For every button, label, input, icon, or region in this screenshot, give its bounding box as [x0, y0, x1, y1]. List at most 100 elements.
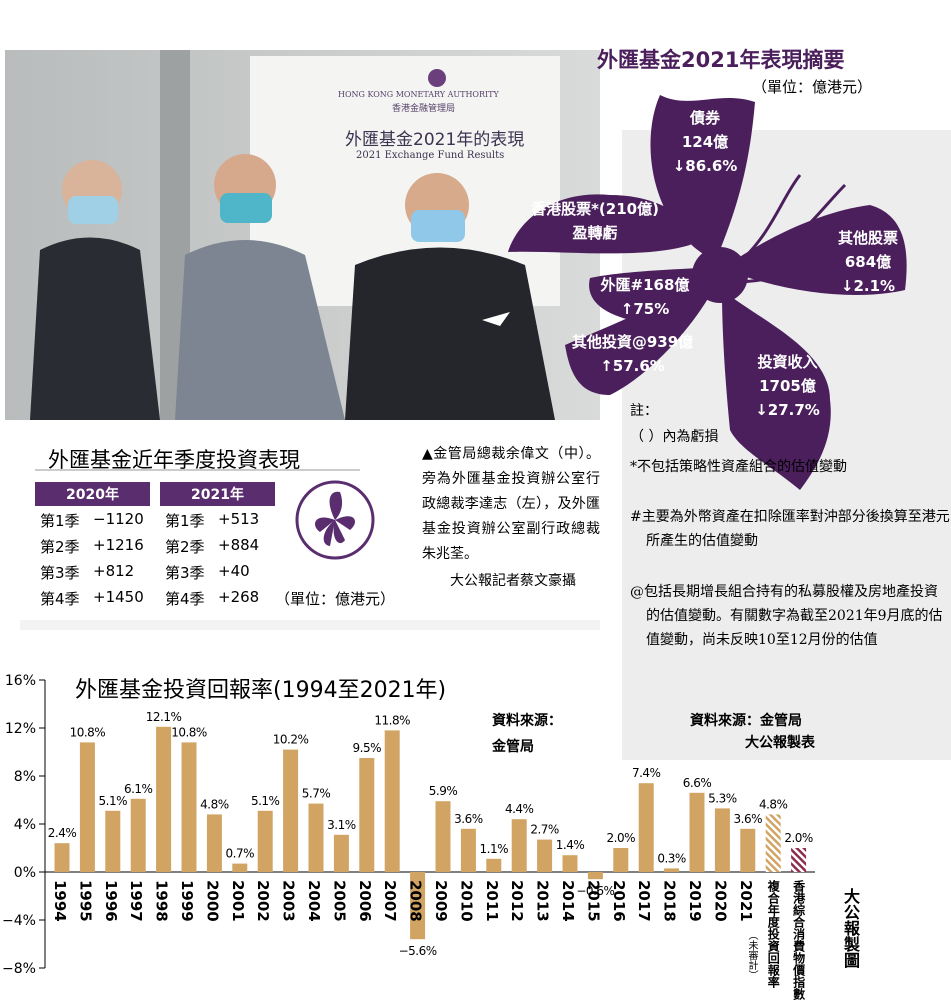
bar	[105, 810, 121, 872]
y-tick-label: −8%	[2, 961, 36, 977]
x-tick-label: 2002	[254, 880, 272, 922]
value-label: 2.7%	[530, 823, 559, 837]
x-tick-label: 2008	[407, 880, 425, 922]
value-label: 3.1%	[327, 818, 356, 832]
hkma-logo	[295, 480, 375, 560]
photo-credit: 大公報記者蔡文豪攝	[450, 573, 576, 589]
value-label: 6.1%	[124, 782, 153, 796]
x-tick-label: 2005	[330, 880, 348, 922]
bar	[714, 808, 730, 872]
table-value: +1450	[93, 588, 144, 606]
x-tick-label: 1996	[102, 880, 120, 922]
table-value: +268	[218, 588, 260, 606]
x-tick-label: 2009	[432, 880, 450, 922]
value-label: 10.8%	[171, 725, 207, 739]
x-tick-label: 2003	[280, 880, 298, 922]
x-tick-label: 2010	[457, 880, 475, 922]
photo-caption: ▲金管局總裁余偉文（中）。旁為外匯基金投資辦公室行政總裁李達志（左），及外匯基金…	[422, 446, 600, 562]
bar	[181, 742, 197, 872]
summary-source: 資料來源：金管局	[690, 713, 802, 729]
bar	[232, 863, 248, 872]
table-quarter: 第2季	[165, 538, 205, 556]
x-tick-label: 2007	[381, 880, 399, 922]
value-label: 3.6%	[734, 812, 763, 826]
x-tick-label: 2020	[711, 880, 729, 922]
table-value: +513	[218, 510, 260, 528]
value-label: 7.4%	[632, 766, 661, 780]
x-tick-label: 2018	[661, 880, 679, 922]
value-label: 5.9%	[429, 784, 458, 798]
chart-annotation: （未審計）	[746, 930, 757, 980]
summary-credit: 大公報製表	[745, 735, 815, 751]
x-tick-label: 2011	[483, 880, 501, 922]
bar	[206, 814, 222, 872]
bar	[511, 819, 527, 872]
table-value: −1120	[93, 510, 144, 528]
divider	[20, 620, 600, 630]
value-label: 11.8%	[374, 713, 410, 727]
summary-item: 投資收入 1705億 ↓27.7%	[755, 353, 820, 419]
table-title: 外匯基金近年季度投資表現	[48, 448, 300, 472]
x-tick-label: 2013	[534, 880, 552, 922]
bar	[384, 730, 400, 872]
notes-heading: 註：	[630, 403, 658, 419]
x-tick-label: 複合年度投資回報率	[766, 880, 781, 988]
chart-credit: 大公報製圖	[841, 888, 860, 968]
value-label: 5.1%	[99, 794, 128, 808]
x-tick-label: 2021	[737, 880, 755, 922]
bar	[537, 839, 553, 872]
bar	[359, 758, 375, 872]
y-tick-label: 8%	[14, 769, 36, 785]
value-label: 5.1%	[251, 794, 280, 808]
table-year: 2021年	[191, 487, 244, 503]
table-unit: （單位：億港元）	[275, 590, 396, 608]
y-tick-label: 12%	[5, 721, 36, 737]
x-tick-label: 2015	[584, 880, 602, 922]
value-label: 1.1%	[480, 842, 509, 856]
table-quarter: 第2季	[40, 538, 80, 556]
x-tick-label: 1998	[153, 880, 171, 922]
bar	[765, 814, 781, 872]
bar	[791, 848, 807, 872]
bar	[257, 810, 273, 872]
bauhinia-flower	[508, 95, 907, 490]
x-tick-label: 1997	[127, 880, 145, 922]
x-tick-label: 2000	[203, 880, 221, 922]
note: （ ）內為虧損	[630, 429, 719, 445]
table-year: 2020年	[66, 487, 119, 503]
y-tick-label: 0%	[14, 865, 36, 881]
value-label: 0.3%	[657, 851, 686, 865]
bar	[410, 872, 426, 940]
bar	[156, 726, 172, 872]
summary-item: 債券 124億 ↓86.6%	[672, 109, 738, 175]
y-tick-label: −4%	[2, 913, 36, 929]
x-tick-label: 2017	[635, 880, 653, 922]
summary-item: 其他股票 684億 ↓2.1%	[837, 229, 898, 295]
summary-item: 香港股票*(210億) 盈轉虧	[531, 200, 659, 242]
summary-unit: （單位：億港元）	[752, 78, 873, 96]
bar	[740, 828, 756, 872]
people	[30, 154, 555, 420]
value-label: −5.6%	[399, 944, 437, 958]
table-quarter: 第1季	[165, 512, 205, 530]
value-label: 4.8%	[200, 797, 229, 811]
bar	[333, 834, 349, 872]
bar	[562, 855, 578, 872]
y-tick-label: 16%	[5, 673, 36, 689]
bar	[638, 783, 654, 872]
table-quarter: 第1季	[40, 512, 80, 530]
x-tick-label: 2004	[305, 880, 323, 922]
summary-title: 外匯基金2021年表現摘要	[597, 48, 845, 72]
bar	[486, 858, 502, 872]
value-label: 4.8%	[759, 797, 788, 811]
table-quarter: 第3季	[40, 564, 80, 582]
x-tick-label: 2019	[686, 880, 704, 922]
table-value: +812	[93, 562, 135, 580]
bar	[689, 792, 705, 872]
value-label: 6.6%	[683, 776, 712, 790]
x-tick-label: 1999	[178, 880, 196, 922]
x-tick-label: 2012	[508, 880, 526, 922]
table-value: +40	[218, 562, 250, 580]
table-header	[35, 482, 150, 506]
